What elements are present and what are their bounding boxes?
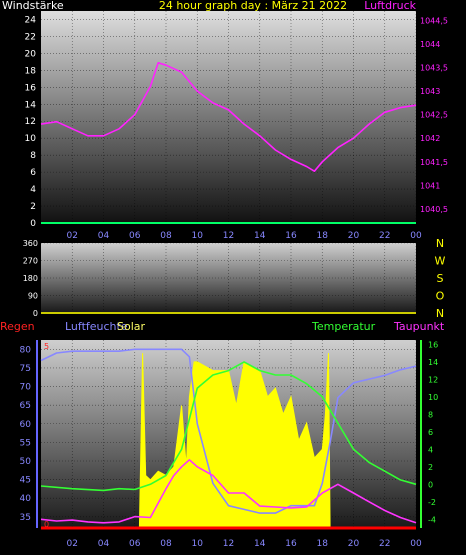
x-tick-label: 06 — [129, 231, 141, 241]
x-tick-label: 06 — [129, 539, 141, 549]
x-tick-label: 02 — [67, 539, 78, 549]
direction-tick-label: 360 — [23, 239, 38, 248]
temperature-tick-label: 4 — [428, 445, 433, 454]
rain-label: Regen — [0, 320, 35, 333]
x-tick-label: 14 — [254, 539, 266, 549]
pressure-label: Luftdruck — [364, 0, 416, 12]
y-tick-label-left: 6 — [30, 168, 36, 178]
temperature-label: Temperatur — [311, 320, 376, 333]
x-tick-label: 00 — [410, 231, 422, 241]
humidity-tick-label: 75 — [20, 364, 31, 374]
wind-strength-label: Windstärke — [2, 0, 64, 12]
x-tick-label: 22 — [379, 539, 390, 549]
direction-tick-label: 270 — [23, 257, 38, 266]
x-tick-label: 08 — [160, 231, 172, 241]
temperature-tick-label: 8 — [428, 410, 433, 419]
temperature-tick-label: 16 — [428, 340, 438, 349]
y-tick-label-left: 8 — [30, 151, 36, 161]
x-tick-label: 16 — [285, 231, 297, 241]
x-tick-label: 22 — [379, 231, 390, 241]
x-tick-label: 18 — [317, 231, 329, 241]
y-tick-label-right: 1043 — [420, 87, 440, 96]
y-tick-label-right: 1042 — [420, 134, 440, 143]
y-tick-label-right: 1044,5 — [420, 16, 448, 25]
x-tick-label: 02 — [67, 231, 78, 241]
series-line-luftdruck — [40, 61, 417, 172]
compass-label: N — [436, 237, 444, 250]
y-tick-label-right: 1044 — [420, 40, 440, 49]
y-tick-label-right: 1042,5 — [420, 111, 448, 120]
temperature-tick-label: -2 — [428, 498, 436, 507]
y-tick-label-left: 18 — [25, 66, 37, 76]
rain-tick-label: 5 — [44, 342, 49, 351]
x-tick-label: 18 — [317, 539, 329, 549]
y-tick-label-left: 12 — [25, 117, 36, 127]
y-tick-label-left: 0 — [30, 219, 36, 229]
x-tick-label: 00 — [410, 539, 422, 549]
temperature-tick-label: 2 — [428, 463, 433, 472]
humidity-tick-label: 65 — [20, 401, 31, 411]
humidity-tick-label: 35 — [20, 513, 31, 523]
solar-area — [138, 353, 331, 529]
temperature-tick-label: 6 — [428, 428, 433, 437]
x-tick-label: 12 — [223, 231, 234, 241]
y-tick-label-right: 1043,5 — [420, 64, 448, 73]
y-tick-label-left: 2 — [30, 202, 36, 212]
direction-tick-label: 90 — [28, 292, 38, 301]
temperature-tick-label: 14 — [428, 358, 438, 367]
y-tick-label-left: 20 — [25, 49, 37, 59]
humidity-tick-label: 40 — [20, 494, 32, 504]
series-line-luftfeuchte — [40, 348, 417, 514]
humidity-tick-label: 70 — [20, 383, 32, 393]
compass-label: N — [436, 307, 444, 320]
y-tick-label-left: 10 — [25, 134, 37, 144]
x-tick-label: 16 — [285, 539, 297, 549]
compass-label: S — [437, 272, 444, 285]
y-tick-label-left: 4 — [30, 185, 36, 195]
compass-label: O — [436, 290, 445, 303]
humidity-tick-label: 60 — [20, 420, 32, 430]
temperature-tick-label: -4 — [428, 515, 436, 524]
x-tick-label: 10 — [192, 539, 204, 549]
humidity-tick-label: 55 — [20, 438, 31, 448]
y-tick-label-right: 1040,5 — [420, 205, 448, 214]
humidity-tick-label: 50 — [20, 457, 32, 467]
y-tick-label-right: 1041,5 — [420, 158, 448, 167]
rain-tick-label: 0 — [44, 520, 49, 529]
humidity-tick-label: 45 — [20, 476, 31, 486]
y-tick-label-left: 22 — [25, 32, 36, 42]
temperature-tick-label: 10 — [428, 393, 438, 402]
x-tick-label: 04 — [98, 231, 110, 241]
y-tick-label-left: 14 — [25, 100, 37, 110]
x-tick-label: 14 — [254, 231, 266, 241]
series-line-temperatur — [40, 361, 417, 492]
direction-tick-label: 180 — [23, 274, 38, 283]
solar-label: Solar — [117, 320, 146, 333]
dewpoint-label: Taupunkt — [393, 320, 445, 333]
x-tick-label: 20 — [348, 539, 360, 549]
series-line-taupunkt — [40, 458, 417, 524]
x-tick-label: 10 — [192, 231, 204, 241]
x-tick-label: 12 — [223, 539, 234, 549]
y-tick-label-left: 24 — [25, 15, 37, 25]
y-tick-label-right: 1041 — [420, 181, 440, 190]
y-tick-label-left: 16 — [25, 83, 37, 93]
x-tick-label: 20 — [348, 231, 360, 241]
temperature-tick-label: 0 — [428, 480, 433, 489]
humidity-tick-label: 80 — [20, 345, 32, 355]
temperature-tick-label: 12 — [428, 375, 438, 384]
humidity-label: Luftfeuchte — [65, 320, 128, 333]
chart-title: 24 hour graph day : März 21 2022 — [159, 0, 347, 12]
x-tick-label: 04 — [98, 539, 110, 549]
direction-tick-label: 0 — [33, 309, 38, 318]
compass-label: W — [435, 255, 446, 268]
x-tick-label: 08 — [160, 539, 172, 549]
